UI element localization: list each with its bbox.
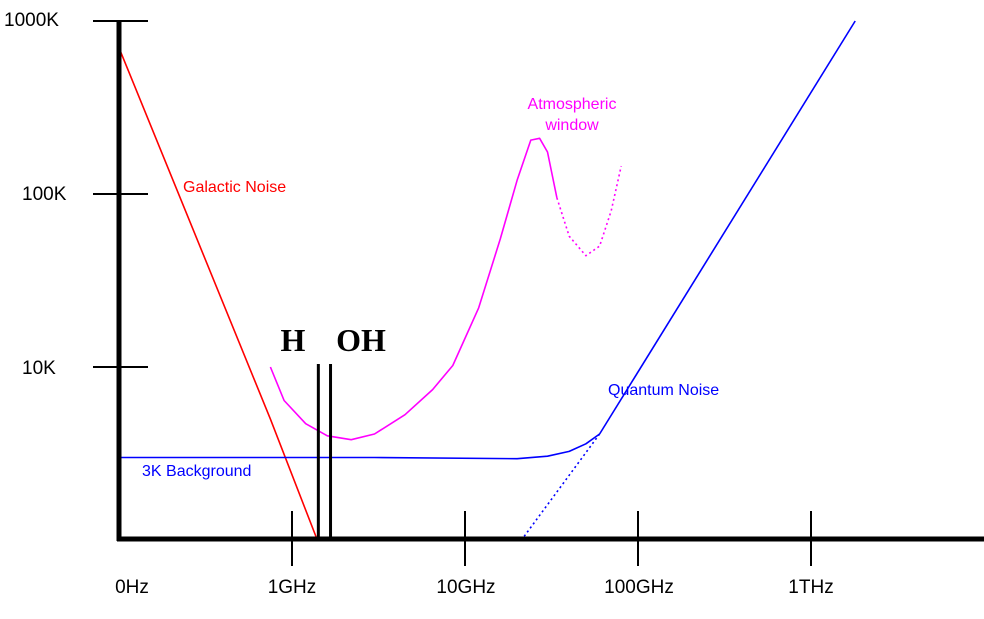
ticks-layer [93, 20, 812, 566]
galactic-noise-label: Galactic Noise [183, 179, 286, 196]
quantum-noise-label: Quantum Noise [608, 382, 719, 399]
atmospheric-window-label-line2: window [544, 117, 599, 134]
background-3k-label: 3K Background [142, 463, 251, 480]
marker-label-h: H [281, 322, 306, 358]
x-tick-label-1thz: 1THz [788, 577, 833, 598]
galactic-noise-line [118, 47, 319, 541]
atmospheric-window-line [269, 137, 558, 441]
markers-layer [316, 364, 333, 539]
x-tick-label-100ghz: 100GHz [604, 577, 674, 598]
atmospheric-window-label-line1: Atmospheric [528, 96, 617, 113]
y-tick-label-1000k: 1000K [4, 10, 59, 31]
y-tick-label-10k: 10K [22, 358, 56, 379]
quantum-noise-line [598, 20, 856, 435]
y-tick-label-100k: 100K [22, 184, 67, 205]
marker-label-oh: OH [336, 322, 386, 358]
x-tick-label-10ghz: 10GHz [436, 577, 495, 598]
curves-layer [118, 20, 856, 541]
x-tick-label-0hz: 0Hz [115, 577, 149, 598]
series-3-line-dotted [523, 433, 601, 537]
3k-background-line [119, 433, 601, 460]
x-tick-label-1ghz: 1GHz [268, 577, 317, 598]
